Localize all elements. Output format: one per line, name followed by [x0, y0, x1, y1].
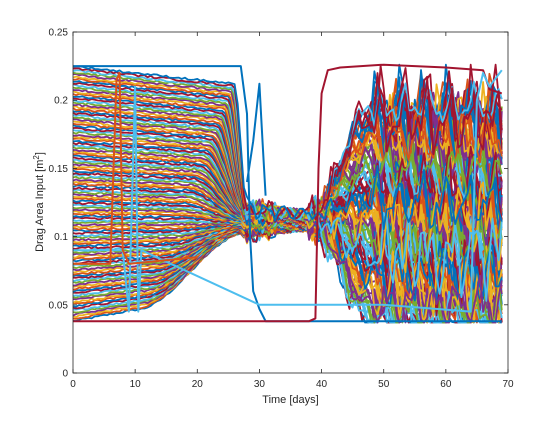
x-tick-label: 20 — [192, 379, 204, 390]
x-tick-label: 60 — [440, 379, 452, 390]
y-tick-label: 0.1 — [54, 232, 68, 243]
x-tick-label: 10 — [130, 379, 142, 390]
series-line — [72, 73, 503, 324]
series-line — [72, 65, 503, 231]
y-axis-label: Drag Area Input [m2] — [32, 152, 46, 252]
x-tick-label: 30 — [254, 379, 266, 390]
series-line-highlight — [73, 71, 198, 265]
x-tick-label: 70 — [502, 379, 514, 390]
y-tick-label: 0.15 — [49, 164, 69, 175]
series-line — [72, 101, 503, 324]
series-line — [72, 129, 503, 324]
y-axis-label-superscript: 2 — [32, 155, 41, 160]
x-tick-label: 40 — [316, 379, 328, 390]
x-tick-label: 50 — [378, 379, 390, 390]
series-layer — [72, 63, 503, 324]
y-axis-label-end: ] — [34, 152, 46, 155]
x-tick-label: 0 — [70, 379, 76, 390]
series-line-highlight — [246, 82, 267, 196]
series-line-highlight — [73, 69, 503, 313]
axes-box — [72, 31, 509, 374]
y-tick-label: 0.2 — [54, 96, 68, 107]
y-tick-label: 0.25 — [49, 28, 69, 39]
series-line — [72, 71, 503, 223]
tick-layer: 0 10 20 30 40 50 60 70 0 0.05 0.1 0.15 0.2 0.25 — [49, 28, 514, 391]
x-axis-label: Time [days] — [262, 394, 318, 406]
y-tick-label: 0.05 — [49, 300, 69, 311]
y-tick-label: 0 — [62, 369, 68, 380]
y-axis-label-main: Drag Area Input [m — [34, 160, 46, 252]
